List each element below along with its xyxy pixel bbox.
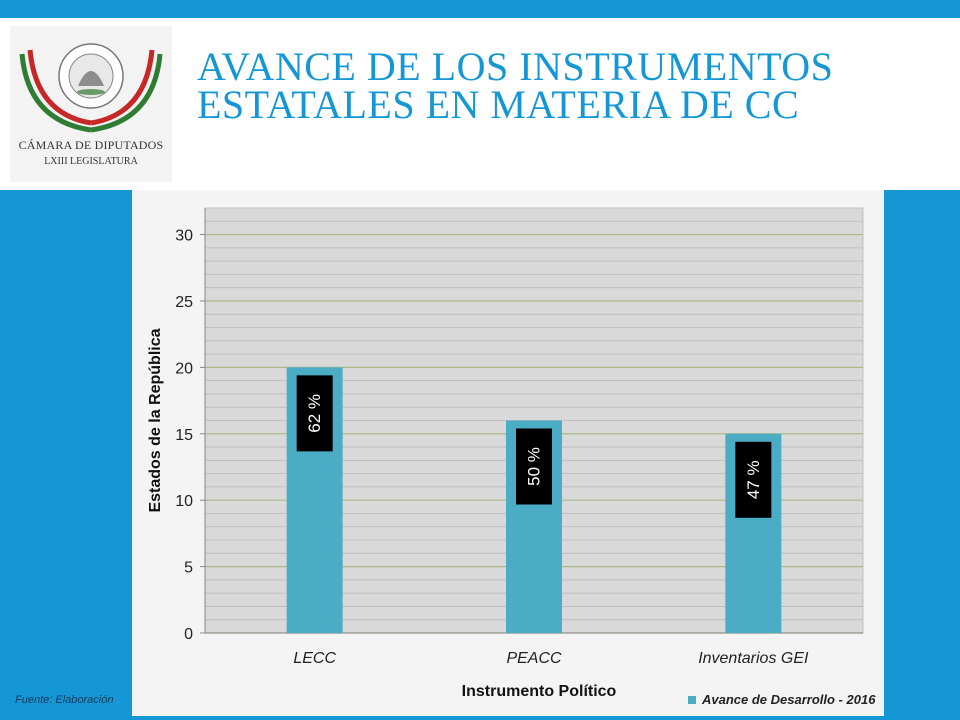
chart-panel: 0 5 10 15 20 25 30 62 % LECC 50 % PEACC 47 % Inventa…: [132, 190, 884, 716]
y-tick-label: 0: [184, 626, 193, 643]
data-label: 62 %: [305, 394, 324, 433]
data-label: 50 %: [525, 447, 544, 486]
title-line-1: AVANCE DE LOS INSTRUMENTOS: [197, 44, 834, 89]
page-title: AVANCE DE LOS INSTRUMENTOS ESTATALES EN …: [197, 44, 937, 127]
data-label: 47 %: [744, 460, 763, 499]
source-note: Fuente: Elaboración: [15, 694, 114, 706]
y-tick-label: 25: [175, 294, 193, 311]
legislature-name: LXIII LEGISLATURA: [44, 156, 138, 167]
bar-chart: 0 5 10 15 20 25 30 62 % LECC 50 % PEACC 47 % Inventa…: [147, 207, 876, 707]
slide-header: CÁMARA DE DIPUTADOS LXIII LEGISLATURA AV…: [0, 18, 960, 190]
institution-name: CÁMARA DE DIPUTADOS: [18, 138, 164, 152]
y-tick-label: 15: [175, 427, 193, 444]
y-tick-label: 10: [175, 493, 193, 510]
y-tick-label: 30: [175, 228, 193, 245]
top-strip: [0, 0, 960, 18]
x-tick-label: PEACC: [506, 650, 562, 667]
data-label-box: [296, 375, 333, 452]
x-axis-title: Instrumento Político: [462, 683, 617, 700]
institution-logo: CÁMARA DE DIPUTADOS LXIII LEGISLATURA: [10, 26, 172, 182]
data-label-box: [516, 428, 552, 505]
y-tick-label: 20: [175, 360, 193, 377]
title-line-2: ESTATALES EN MATERIA DE CC: [197, 82, 800, 127]
data-label-box: [735, 441, 772, 518]
seal-emblem-icon: [19, 43, 163, 133]
x-tick-label: Inventarios GEI: [698, 650, 809, 667]
y-tick-label: 5: [184, 560, 193, 577]
y-axis-title: Estados de la República: [147, 328, 164, 512]
legend-swatch: [688, 696, 696, 704]
legend-label: Avance de Desarrollo - 2016: [701, 692, 876, 707]
x-tick-label: LECC: [293, 650, 336, 667]
